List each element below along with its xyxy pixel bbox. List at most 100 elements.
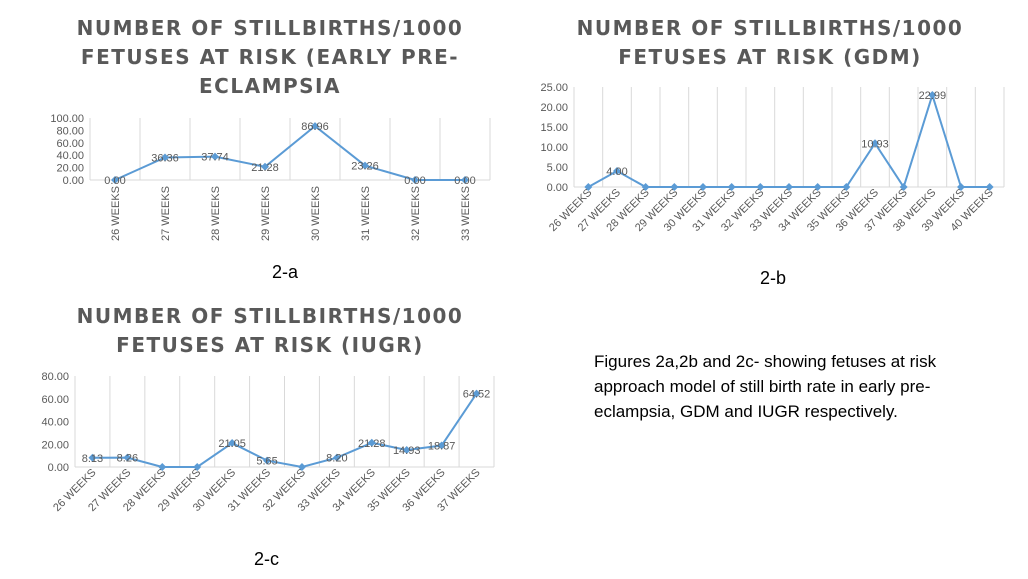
figure-caption: Figures 2a,2b and 2c- showing fetuses at… [594,349,1014,424]
data-point-a [161,153,169,162]
series-line-c [92,393,478,469]
y-tick-label-c: 60.00 [41,394,69,406]
y-tick-label-a: 60.00 [56,138,84,150]
data-point-a [261,162,269,171]
data-point-c [367,438,376,447]
data-point-b [813,183,822,191]
data-point-a [411,176,419,184]
y-tick-label-c: 40.00 [41,417,69,429]
data-point-b [842,183,851,191]
chart-b-title-line2: FETUSES AT RISK (GDM) [618,45,922,69]
x-tick-label-a: 28 WEEKS [210,186,222,241]
data-label-c: 8.20 [326,453,347,465]
data-point-c [472,389,481,398]
data-point-c [158,463,167,471]
chart-c-title-line1: NUMBER OF STILLBIRTHS/1000 [76,304,464,328]
data-label-c: 5.65 [256,456,277,468]
y-tick-label-c: 20.00 [41,439,69,451]
data-point-a [311,122,319,131]
x-tick-label-a: 29 WEEKS [260,186,272,241]
chart-c-title-line2: FETUSES AT RISK (IUGR) [116,333,424,357]
data-point-c [123,453,132,462]
data-label-a: 0.00 [104,175,125,187]
y-tick-label-a: 80.00 [56,125,84,137]
caption-line2: approach model of still birth rate in ea… [594,377,931,396]
data-point-b [641,183,650,191]
data-point-b [670,183,679,191]
data-point-b [957,183,965,191]
data-label-c: 8.13 [82,453,103,465]
data-label-c: 8.26 [117,453,138,465]
data-point-c [332,453,341,462]
data-point-b [985,183,994,191]
chart-b-title-line1: NUMBER OF STILLBIRTHS/1000 [576,16,964,40]
data-label-c: 21.05 [218,438,246,450]
data-label-b: 10.93 [861,138,889,150]
data-point-b [928,91,937,100]
x-tick-label-a: 32 WEEKS [410,186,422,241]
data-point-c [88,453,97,462]
data-label-a: 86.96 [301,121,329,133]
data-point-c [402,446,411,455]
x-tick-label-a: 31 WEEKS [360,186,372,241]
y-tick-label-b: 25.00 [540,82,568,94]
data-point-b [613,167,621,175]
data-label-b: 4.00 [606,166,627,178]
panel-label-2a: 2-a [272,262,299,282]
data-point-b [785,183,793,191]
y-tick-label-a: 0.00 [63,175,84,187]
chart-c-title: NUMBER OF STILLBIRTHS/1000 FETUSES AT RI… [60,302,480,360]
data-point-c [263,456,272,465]
data-label-c: 18.87 [428,441,456,453]
data-point-c [437,441,446,450]
x-tick-label-a: 33 WEEKS [460,186,472,241]
chart-a-title-line3: ECLAMPSIA [199,74,341,98]
data-label-a: 0.00 [404,175,425,187]
chart-a-title-line2: FETUSES AT RISK (EARLY PRE- [80,45,460,69]
data-label-a: 21.28 [251,162,279,174]
data-point-b [899,183,908,191]
data-point-a [211,152,219,161]
y-tick-label-b: 0.00 [547,182,568,194]
data-point-c [193,463,202,471]
data-point-b [756,183,765,191]
chart-b-title: NUMBER OF STILLBIRTHS/1000 FETUSES AT RI… [560,14,980,72]
data-label-c: 21.28 [358,438,386,450]
x-tick-label-a: 30 WEEKS [310,186,322,241]
data-label-b: 22.99 [919,90,947,102]
data-point-c [297,463,306,471]
data-point-a [361,161,369,170]
data-point-b [584,183,593,191]
caption-line3: eclampsia, GDM and IUGR respectively. [594,402,898,421]
y-tick-label-b: 15.00 [540,122,568,134]
chart-a-title: NUMBER OF STILLBIRTHS/1000 FETUSES AT RI… [60,14,480,101]
data-point-a [111,176,119,184]
x-tick-label-a: 27 WEEKS [160,186,172,241]
y-tick-label-a: 20.00 [56,163,84,175]
panel-label-2c: 2-c [254,549,280,569]
y-tick-label-b: 10.00 [540,142,568,154]
data-point-c [228,439,237,448]
y-tick-label-a: 40.00 [56,150,84,162]
y-tick-label-a: 100.00 [50,113,84,125]
data-label-c: 14.93 [393,445,421,457]
series-line-a [114,124,465,181]
y-tick-label-c: 80.00 [41,371,69,383]
data-point-b [699,183,707,191]
chart-a-title-line1: NUMBER OF STILLBIRTHS/1000 [76,16,464,40]
data-point-b [871,139,879,148]
data-label-a: 36.36 [151,152,179,164]
data-label-a: 37.74 [201,152,229,164]
data-point-b [727,183,736,191]
y-tick-label-b: 5.00 [547,162,568,174]
data-point-a [461,176,469,184]
panel-label-2b: 2-b [760,268,787,288]
x-tick-label-a: 26 WEEKS [110,186,122,241]
y-tick-label-b: 20.00 [540,102,568,114]
data-label-a: 23.26 [351,161,379,173]
y-tick-label-c: 0.00 [48,462,69,474]
data-label-c: 64.52 [463,389,491,401]
series-line-b [587,91,990,190]
caption-line1: Figures 2a,2b and 2c- showing fetuses at… [594,352,937,371]
